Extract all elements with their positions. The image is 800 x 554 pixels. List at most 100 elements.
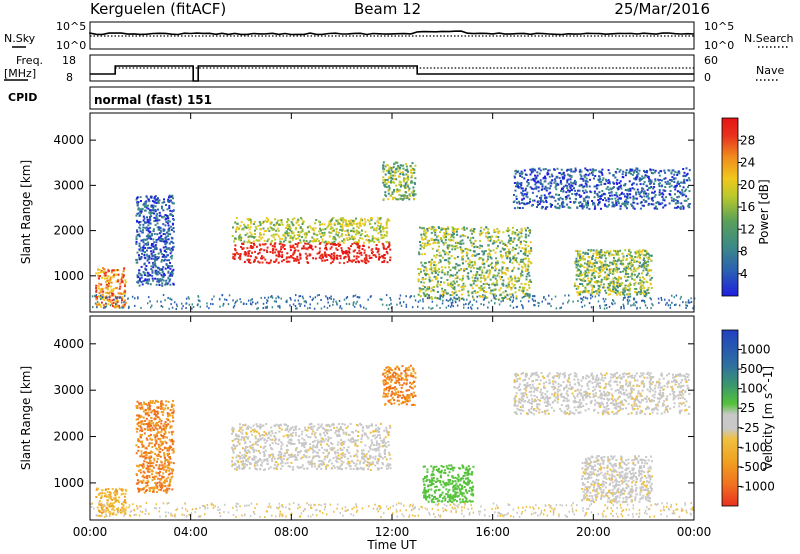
data-cell (171, 306, 174, 309)
data-cell (156, 278, 159, 280)
data-cell (683, 182, 686, 185)
data-cell (632, 182, 634, 185)
data-cell (641, 264, 644, 267)
data-cell (446, 273, 449, 276)
data-cell (595, 270, 598, 273)
data-cell (452, 274, 455, 277)
data-cell (375, 229, 378, 232)
data-cell (512, 268, 514, 271)
data-cell (249, 261, 252, 264)
data-cell (404, 169, 407, 172)
data-cell (640, 265, 643, 268)
data-cell (519, 243, 522, 245)
data-cell (624, 174, 627, 177)
data-cell (254, 225, 257, 228)
data-cell (381, 234, 383, 237)
data-cell (144, 247, 147, 249)
data-cell (99, 303, 102, 306)
data-cell (270, 227, 273, 230)
data-cell (107, 275, 110, 278)
data-cell (336, 223, 339, 226)
data-cell (258, 221, 261, 223)
data-cell (246, 241, 249, 244)
data-cell (508, 239, 511, 242)
data-cell (487, 264, 490, 267)
data-cell (645, 265, 648, 268)
data-cell (375, 255, 378, 258)
data-cell (111, 305, 114, 307)
data-cell (584, 258, 586, 261)
data-cell (191, 307, 193, 310)
data-cell (363, 218, 366, 221)
data-cell (560, 182, 563, 185)
data-cell (447, 260, 450, 263)
data-cell (118, 287, 121, 290)
data-cell (626, 265, 629, 268)
data-cell (260, 255, 263, 258)
data-cell (309, 240, 312, 243)
data-cell (124, 281, 127, 284)
data-cell (113, 294, 116, 297)
data-cell (157, 208, 159, 211)
data-cell (145, 226, 148, 229)
data-cell (605, 199, 608, 202)
data-cell (165, 204, 167, 206)
data-cell (511, 282, 514, 285)
data-cell (114, 496, 117, 499)
data-cell (458, 289, 461, 292)
data-cell (146, 259, 149, 262)
data-cell (118, 487, 121, 490)
data-cell (624, 200, 626, 203)
data-cell (528, 252, 531, 255)
data-cell (389, 174, 392, 177)
data-cell (484, 282, 487, 285)
data-cell (467, 265, 470, 268)
data-cell (152, 206, 155, 209)
data-cell (172, 223, 174, 226)
data-cell (111, 498, 114, 501)
data-cell (560, 189, 562, 192)
data-cell (645, 261, 648, 263)
data-cell (636, 202, 639, 205)
data-cell (385, 248, 388, 251)
data-cell (493, 274, 496, 277)
data-cell (333, 255, 336, 258)
data-cell (115, 488, 117, 491)
data-cell (108, 503, 111, 506)
data-cell (301, 295, 304, 298)
data-cell (493, 241, 496, 244)
data-cell (635, 301, 638, 304)
data-cell (617, 250, 620, 253)
data-cell (634, 281, 637, 284)
data-cell (383, 259, 386, 262)
data-cell (505, 267, 508, 270)
data-cell (643, 191, 645, 194)
data-cell (154, 264, 157, 267)
data-cell (638, 169, 641, 172)
data-cell (579, 259, 582, 262)
data-cell (292, 251, 295, 254)
data-cell (263, 239, 266, 242)
data-cell (491, 235, 494, 238)
data-cell (383, 234, 386, 237)
data-cell (676, 174, 679, 176)
data-cell (620, 187, 623, 190)
data-cell (529, 173, 532, 176)
data-cell (91, 295, 94, 298)
data-cell (619, 197, 622, 200)
data-cell (413, 295, 416, 298)
data-cell (488, 269, 491, 272)
data-cell (612, 286, 615, 289)
data-cell (333, 238, 336, 241)
data-cell (332, 217, 335, 219)
data-cell (96, 306, 98, 309)
data-cell (405, 191, 408, 194)
data-cell (263, 243, 266, 246)
data-cell (527, 234, 530, 237)
data-cell (423, 266, 426, 268)
data-cell (428, 278, 431, 281)
data-cell (428, 296, 431, 299)
data-cell (266, 246, 269, 249)
data-cell (511, 300, 514, 303)
data-cell (267, 220, 270, 223)
